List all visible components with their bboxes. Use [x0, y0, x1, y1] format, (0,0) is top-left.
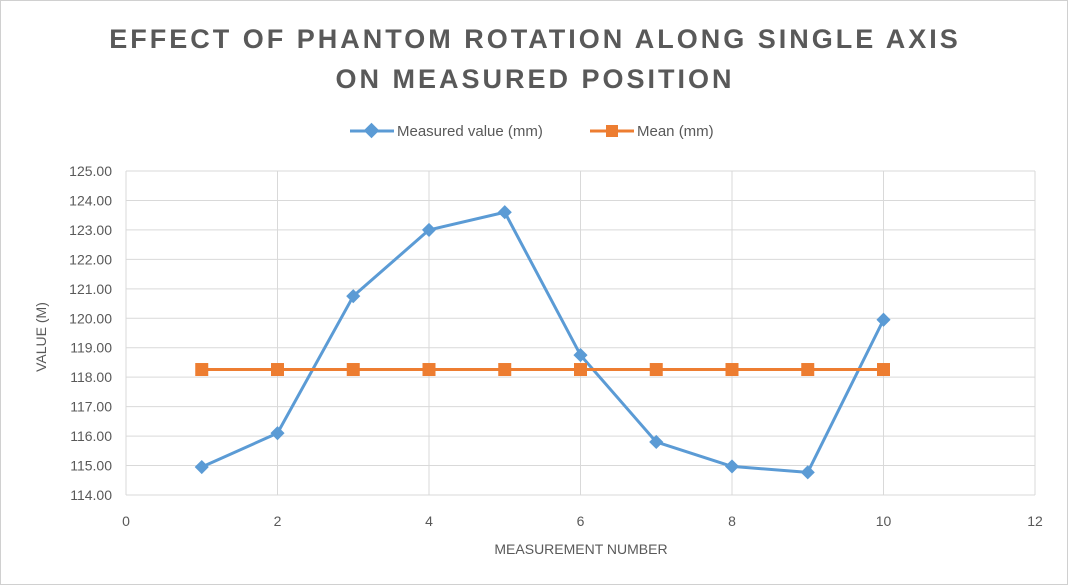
mean-point	[422, 363, 436, 377]
x-tick-label: 6	[577, 513, 585, 529]
legend-marker-measured	[363, 122, 380, 139]
y-axis-ticks: 114.00 115.00 116.00 117.00 118.00 119.00 120.…	[69, 163, 112, 503]
mean-point	[649, 363, 663, 377]
y-tick-label: 122.00	[69, 251, 112, 267]
series-markers	[194, 205, 891, 480]
x-tick-label: 2	[274, 513, 282, 529]
chart-title-line1: EFFECT OF PHANTOM ROTATION ALONG SINGLE …	[109, 24, 961, 54]
y-tick-label: 117.00	[70, 399, 112, 415]
mean-point	[346, 363, 360, 377]
series-lines	[201, 210, 885, 474]
y-tick-label: 114.00	[70, 487, 112, 503]
mean-point	[498, 363, 512, 377]
x-tick-label: 0	[122, 513, 130, 529]
gridlines	[125, 170, 1036, 496]
measured-value-point	[649, 434, 664, 450]
chart-title-line2: ON MEASURED POSITION	[335, 64, 734, 94]
legend: Measured value (mm) Mean (mm)	[350, 122, 714, 140]
y-tick-label: 124.00	[69, 192, 112, 208]
measured-value-point	[724, 459, 740, 474]
y-tick-label: 123.00	[69, 222, 112, 238]
y-tick-label: 121.00	[69, 281, 112, 297]
y-tick-label: 116.00	[70, 428, 112, 444]
x-tick-label: 4	[425, 513, 433, 529]
x-tick-label: 12	[1027, 513, 1043, 529]
x-tick-label: 8	[728, 513, 736, 529]
measured-value-line	[201, 210, 885, 474]
x-axis-title: MEASUREMENT NUMBER	[494, 541, 667, 557]
y-axis-title: VALUE (M)	[33, 302, 49, 372]
mean-point	[195, 363, 209, 377]
measured-value-point	[497, 205, 512, 220]
mean-point	[877, 363, 890, 377]
x-axis-ticks: 0 2 4 6 8 10 12	[122, 513, 1043, 529]
x-tick-label: 10	[876, 513, 892, 529]
y-tick-label: 115.00	[70, 458, 112, 474]
mean-point	[801, 363, 815, 377]
mean-point	[574, 363, 587, 377]
mean-point	[271, 363, 284, 377]
measured-value-point	[421, 222, 437, 237]
measured-value-point	[573, 348, 588, 363]
measured-value-point	[800, 465, 815, 480]
y-tick-label: 120.00	[69, 310, 112, 326]
y-tick-label: 118.00	[70, 369, 112, 385]
measured-value-point	[876, 312, 891, 327]
measured-value-point	[346, 289, 361, 304]
measured-value-point	[270, 426, 285, 441]
y-tick-label: 125.00	[69, 163, 112, 179]
mean-point	[725, 363, 739, 377]
y-tick-label: 119.00	[70, 340, 112, 356]
measured-value-point	[194, 459, 209, 475]
legend-label-measured: Measured value (mm)	[397, 123, 543, 140]
legend-marker-mean	[606, 125, 618, 137]
legend-label-mean: Mean (mm)	[637, 123, 714, 140]
